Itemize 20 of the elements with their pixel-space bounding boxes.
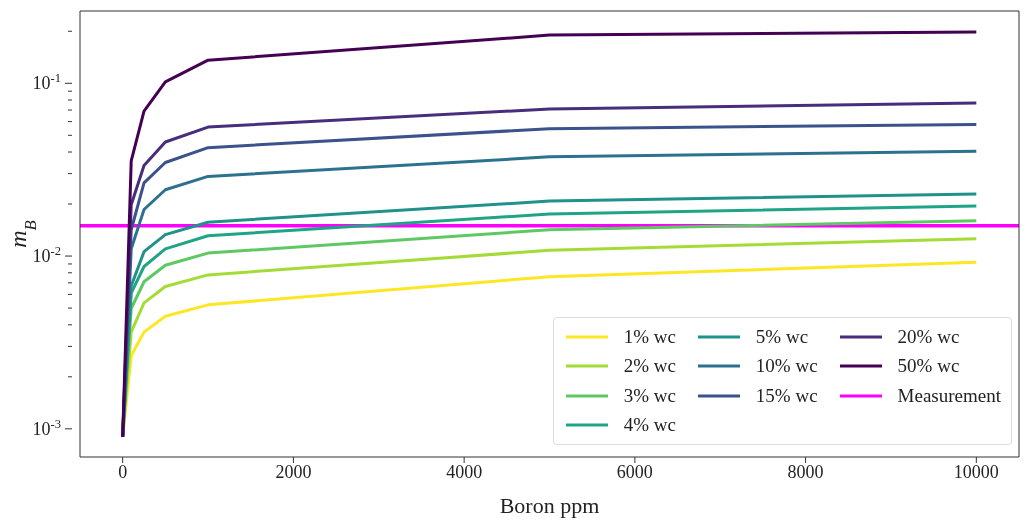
- x-axis-title: Boron ppm: [499, 493, 600, 518]
- y-tick-label: 10$^{-3}$: [32, 416, 61, 439]
- legend-label: 50% wc: [897, 355, 960, 378]
- legend-label: 3% wc: [623, 384, 676, 407]
- legend-label: Measurement: [897, 384, 1001, 407]
- x-tick-label: 4000: [446, 461, 483, 482]
- legend-label: 2% wc: [623, 355, 676, 378]
- legend-label: 15% wc: [755, 384, 818, 407]
- x-tick-label: 10000: [953, 461, 999, 482]
- legend-label: 4% wc: [623, 414, 676, 437]
- legend-label: 1% wc: [623, 325, 676, 348]
- legend-label: 10% wc: [755, 355, 818, 378]
- legend-label: 20% wc: [897, 325, 960, 348]
- legend-label: 5% wc: [755, 325, 809, 348]
- x-tick-label: 6000: [616, 461, 653, 482]
- x-tick-label: 0: [118, 461, 128, 482]
- x-tick-label: 8000: [787, 461, 824, 482]
- y-tick-label: 10$^{-1}$: [32, 71, 61, 94]
- y-tick-label: 10$^{-2}$: [32, 244, 61, 267]
- x-tick-label: 2000: [275, 461, 312, 482]
